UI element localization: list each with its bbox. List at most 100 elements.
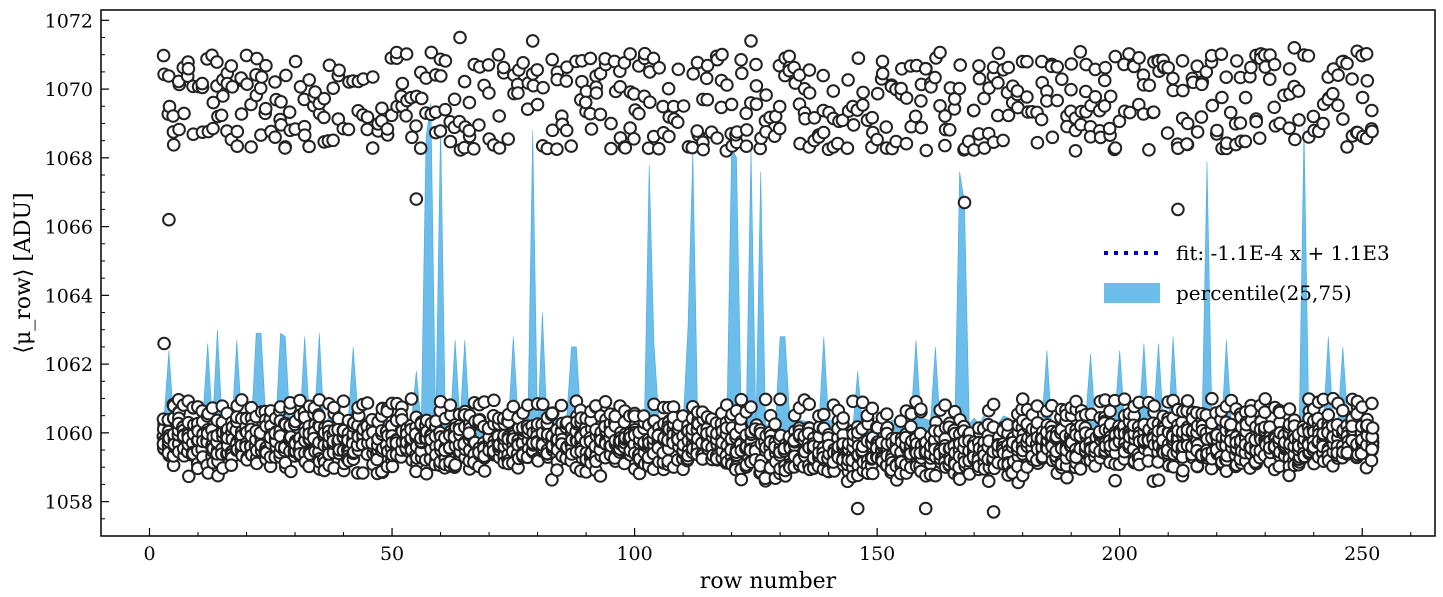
data-point [914,120,929,135]
data-point [1282,121,1296,135]
data-point [928,70,942,85]
data-point [482,86,496,100]
data-point [195,76,209,91]
data-point [1098,60,1113,75]
data-point [438,54,453,68]
data-point [972,59,986,73]
data-point [1064,57,1079,71]
scatter-points-layer [156,30,1380,519]
data-point [399,47,414,61]
data-point [671,62,686,77]
data-point [327,400,341,415]
data-point [957,195,972,210]
data-point [1180,137,1194,151]
data-point [1176,83,1190,98]
data-point [360,122,375,137]
data-point [453,30,467,45]
data-point [545,52,560,67]
data-point [424,45,439,60]
data-point [230,124,245,139]
data-point [413,141,428,155]
data-point [855,395,870,410]
data-point [1108,141,1123,155]
data-point [670,115,685,129]
data-point [1252,131,1267,145]
data-point [652,61,667,75]
data-point [293,80,308,94]
data-point [758,392,773,407]
data-point [613,80,627,94]
data-point [846,118,861,132]
data-point [899,91,914,105]
data-point [1345,72,1359,86]
data-point [604,116,618,131]
data-point [899,136,914,151]
data-point [715,47,729,62]
data-point [700,92,715,107]
data-point [545,123,560,138]
data-point [593,107,608,122]
data-point [1365,421,1380,435]
data-point [172,122,186,137]
data-point [865,110,880,125]
data-point [545,406,559,421]
data-point [1020,54,1034,69]
data-point [1166,71,1180,86]
data-point [536,397,550,412]
data-point [1233,116,1248,130]
data-point [773,392,787,407]
data-point [1214,47,1229,62]
data-point [332,63,346,78]
data-point [802,397,817,412]
data-point [1238,90,1253,105]
data-point [302,73,317,87]
y-tick-label: 1066 [45,217,93,239]
data-point [1215,90,1229,105]
x-axis-title: row number [700,569,837,594]
data-point [405,130,419,145]
data-point [768,417,782,432]
data-point [1292,113,1306,127]
data-point [1340,140,1354,154]
data-point [1147,399,1161,413]
data-point [875,66,890,81]
data-point [928,468,943,483]
legend-fit-label: fit: -1.1E-4 x + 1.1E3 [1176,241,1390,265]
data-point [181,61,196,76]
data-point [293,393,307,408]
data-point [559,123,574,138]
data-point [1073,462,1088,476]
data-point [481,58,496,72]
data-point [826,84,841,98]
data-point [662,129,676,144]
data-point [326,133,340,148]
data-point [244,140,258,154]
data-point [1364,453,1379,468]
data-point [1262,72,1277,86]
y-tick-label: 1058 [45,492,93,514]
data-point [720,78,734,92]
data-point [952,81,967,96]
data-point [224,59,239,73]
data-point [1103,89,1118,104]
data-point [643,95,657,109]
data-point [772,121,787,136]
data-point [1321,408,1336,422]
data-point [278,141,292,155]
data-point [559,74,574,88]
data-point [506,399,521,414]
data-point [516,56,530,70]
data-point [511,86,525,100]
data-point [501,132,516,146]
data-point [162,212,176,227]
data-point [1249,114,1263,129]
data-point [1142,143,1156,157]
data-point [166,109,180,123]
data-point [749,79,764,93]
data-point [182,469,196,484]
data-point [908,109,923,124]
data-point [986,397,1001,412]
data-point [739,123,754,137]
data-point [841,73,855,87]
